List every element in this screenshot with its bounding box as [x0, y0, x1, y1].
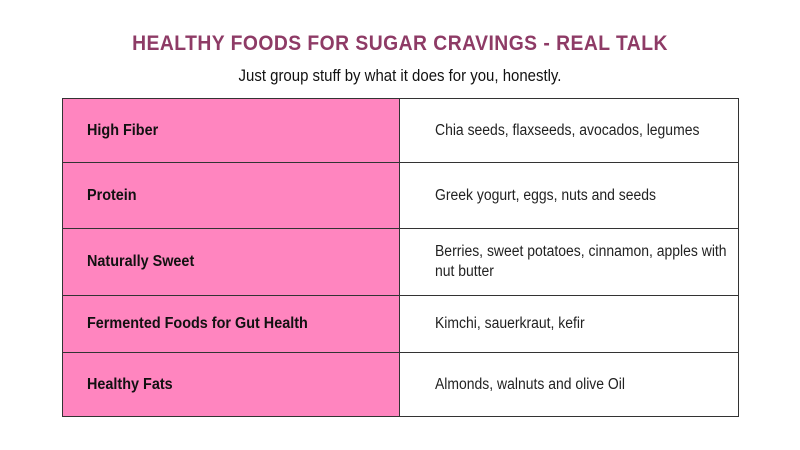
foods-cell: Almonds, walnuts and olive Oil	[399, 352, 739, 417]
table-row: Protein Greek yogurt, eggs, nuts and see…	[62, 162, 739, 229]
foods-list: Almonds, walnuts and olive Oil	[435, 375, 625, 393]
foods-list: Greek yogurt, eggs, nuts and seeds	[435, 186, 657, 204]
category-label: Protein	[87, 186, 137, 204]
category-label: Naturally Sweet	[87, 253, 195, 270]
foods-list: Chia seeds, flaxseeds, avocados, legumes	[435, 121, 700, 139]
foods-list: Berries, sweet potatoes, cinnamon, apple…	[435, 243, 727, 280]
table-row: Naturally Sweet Berries, sweet potatoes,…	[62, 228, 739, 296]
table-row: High Fiber Chia seeds, flaxseeds, avocad…	[62, 98, 739, 163]
category-label: Healthy Fats	[87, 375, 173, 393]
foods-cell: Berries, sweet potatoes, cinnamon, apple…	[399, 228, 739, 296]
table-row: Fermented Foods for Gut Health Kimchi, s…	[62, 295, 739, 353]
category-cell: Protein	[62, 162, 400, 229]
category-label: Fermented Foods for Gut Health	[87, 315, 308, 332]
page-title: HEALTHY FOODS FOR SUGAR CRAVINGS - REAL …	[132, 32, 668, 55]
category-cell: High Fiber	[62, 98, 400, 163]
foods-cell: Chia seeds, flaxseeds, avocados, legumes	[399, 98, 739, 163]
food-groups-table: High Fiber Chia seeds, flaxseeds, avocad…	[62, 98, 739, 417]
category-cell: Healthy Fats	[62, 352, 400, 417]
page-subtitle: Just group stuff by what it does for you…	[238, 66, 562, 85]
category-label: High Fiber	[87, 121, 159, 139]
foods-cell: Kimchi, sauerkraut, kefir	[399, 295, 739, 353]
category-cell: Naturally Sweet	[62, 228, 400, 296]
foods-cell: Greek yogurt, eggs, nuts and seeds	[399, 162, 739, 229]
foods-list: Kimchi, sauerkraut, kefir	[435, 315, 585, 332]
table-row: Healthy Fats Almonds, walnuts and olive …	[62, 352, 739, 417]
category-cell: Fermented Foods for Gut Health	[62, 295, 400, 353]
